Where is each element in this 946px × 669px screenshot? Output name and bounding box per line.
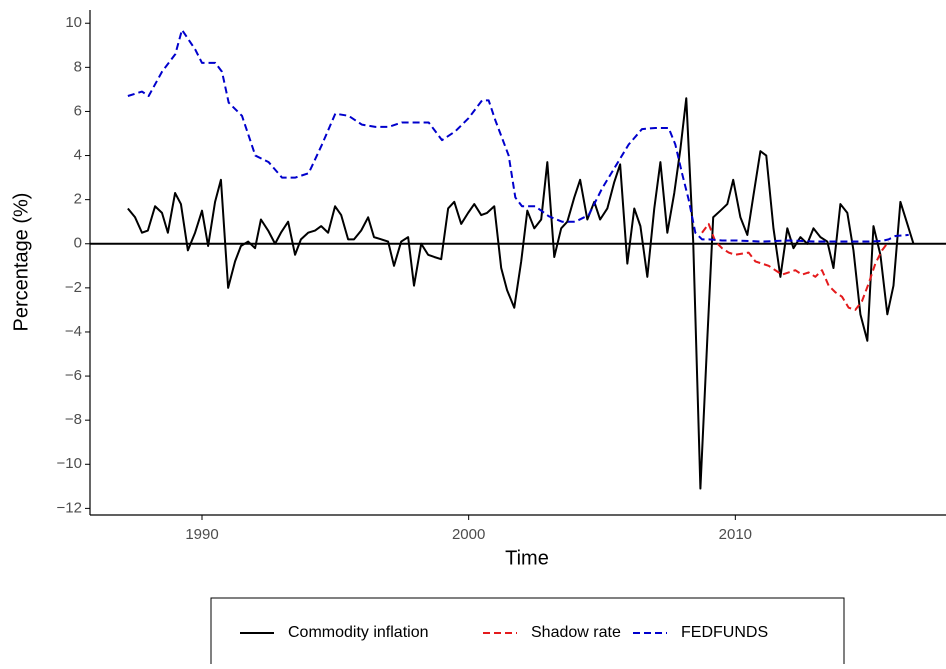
x-tick-label: 2010 [719,526,752,543]
legend-label: Commodity inflation [288,624,429,641]
series-line [127,28,909,243]
y-tick-label: −8 [65,411,82,428]
y-tick-label: 10 [65,14,82,31]
series-line [701,222,890,311]
y-tick-label: 4 [74,147,82,164]
x-tick-label: 2000 [452,526,485,543]
y-tick-label: −6 [65,367,82,384]
x-tick-label: 1990 [185,526,218,543]
legend-label: FEDFUNDS [681,624,768,641]
y-tick-label: 8 [74,58,82,75]
y-tick-label: 0 [74,235,82,252]
y-axis-title: Percentage (%) [10,193,32,332]
series-line [127,97,915,490]
y-tick-label: −2 [65,279,82,296]
y-tick-label: −12 [57,499,82,516]
y-tick-label: −10 [57,455,82,472]
x-axis-title: Time [505,547,549,569]
legend-label: Shadow rate [531,624,621,641]
y-tick-label: 6 [74,102,82,119]
y-tick-label: 2 [74,191,82,208]
y-tick-label: −4 [65,323,82,340]
